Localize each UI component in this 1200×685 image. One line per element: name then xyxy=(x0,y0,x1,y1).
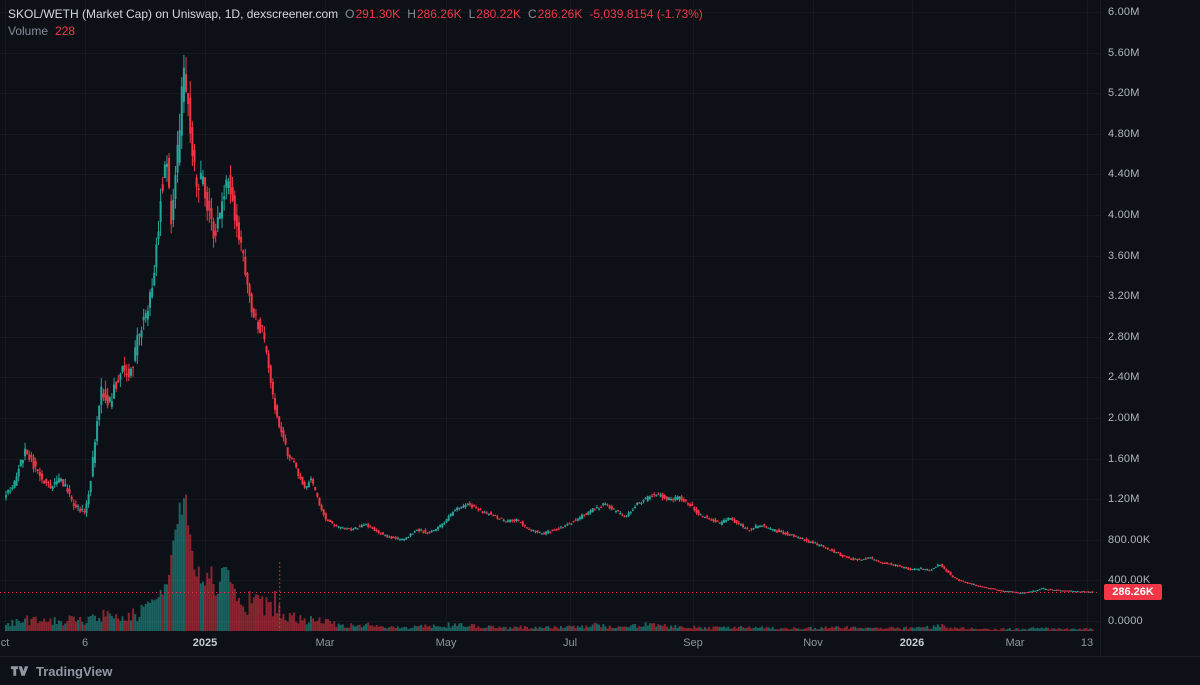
ohlc-close: C 286.26K xyxy=(528,7,582,21)
ohlc-low: L 280.22K xyxy=(469,7,521,21)
open-label: O xyxy=(345,7,355,21)
tradingview-logo-icon xyxy=(10,664,29,678)
time-axis-label: Mar xyxy=(315,637,335,649)
time-axis-label: May xyxy=(435,637,457,649)
price-tick-label: 1.20M xyxy=(1108,493,1140,506)
change-value: -5,039.8154 (-1.73%) xyxy=(589,7,703,21)
price-tick-label: 2.00M xyxy=(1108,412,1140,424)
time-axis-label: 2025 xyxy=(192,637,218,649)
symbol-title[interactable]: SKOL/WETH (Market Cap) on Uniswap, 1D, d… xyxy=(8,7,339,21)
close-label: C xyxy=(527,7,537,21)
price-tick-label: 4.80M xyxy=(1108,127,1140,140)
volume-value: 228 xyxy=(55,24,76,38)
time-axis-label: Sep xyxy=(683,637,703,649)
price-tick-label: 6.00M xyxy=(1108,6,1140,18)
price-tick-label: 4.00M xyxy=(1108,209,1140,221)
chart-legend: SKOL/WETH (Market Cap) on Uniswap, 1D, d… xyxy=(8,7,703,41)
price-tick-label: 3.20M xyxy=(1108,290,1140,303)
time-axis-label: 2026 xyxy=(899,637,925,649)
legend-main-row: SKOL/WETH (Market Cap) on Uniswap, 1D, d… xyxy=(8,7,703,24)
price-tick-label: 3.60M xyxy=(1108,249,1140,262)
legend-volume-row: Volume 228 xyxy=(8,24,703,41)
price-tick-label: 1.60M xyxy=(1108,452,1140,465)
time-axis-label: Jul xyxy=(562,637,578,649)
price-tick-label: 5.60M xyxy=(1108,46,1140,59)
price-tick-label: 800.00K xyxy=(1108,533,1151,546)
tradingview-name: TradingView xyxy=(36,663,113,679)
time-axis-label: ct xyxy=(0,637,10,649)
price-tick-label: 2.40M xyxy=(1108,371,1140,384)
price-tick-label: 4.40M xyxy=(1108,168,1140,181)
price-chart-canvas[interactable] xyxy=(0,0,1200,656)
price-tick-label: 400.00K xyxy=(1108,574,1151,587)
price-scale[interactable]: 286.26K 6.00M 5.60M 5.20M 4.80M 4.40M 4.00M 3.… xyxy=(1100,0,1200,656)
time-axis-label: Nov xyxy=(803,637,823,649)
low-value: 280.22K xyxy=(476,7,521,21)
ohlc-open: O 291.30K xyxy=(345,7,400,21)
price-tick-label: 5.20M xyxy=(1108,87,1140,100)
bottom-bar: TradingView xyxy=(0,656,1200,685)
price-tick-label: 2.80M xyxy=(1108,330,1140,343)
volume-label: Volume xyxy=(8,24,49,38)
ohlc-high: H 286.26K xyxy=(407,7,461,21)
time-axis-label: 6 xyxy=(81,637,89,649)
tradingview-attribution[interactable]: TradingView xyxy=(10,664,112,679)
close-value: 286.26K xyxy=(537,7,583,21)
high-label: H xyxy=(407,7,416,21)
open-value: 291.30K xyxy=(355,7,401,21)
price-tick-label: 0.0000 xyxy=(1108,615,1143,627)
time-axis-label: Mar xyxy=(1005,637,1025,649)
time-axis-label: 13 xyxy=(1080,637,1094,649)
time-axis[interactable]: ct 6 2025 Mar May Jul Sep Nov 2026 Mar 13 xyxy=(0,632,1200,656)
last-price-badge: 286.26K xyxy=(1104,583,1162,600)
low-label: L xyxy=(468,7,476,21)
high-value: 286.26K xyxy=(416,7,462,21)
